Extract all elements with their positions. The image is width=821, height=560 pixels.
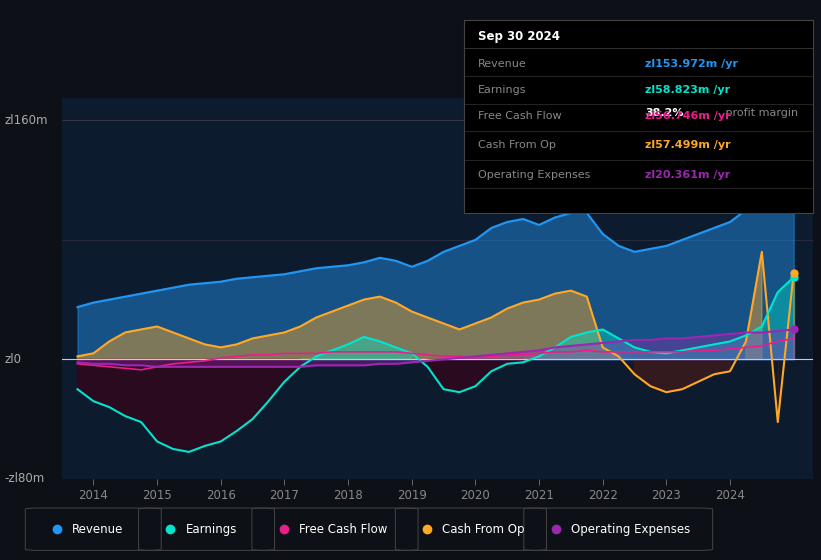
Text: Sep 30 2024: Sep 30 2024 [478, 30, 560, 43]
Text: Free Cash Flow: Free Cash Flow [478, 111, 562, 121]
Text: Cash From Op: Cash From Op [443, 522, 525, 536]
Text: Operating Expenses: Operating Expenses [478, 170, 590, 180]
Text: -zl80m: -zl80m [4, 472, 44, 486]
Text: Operating Expenses: Operating Expenses [571, 522, 690, 536]
Text: zl58.823m /yr: zl58.823m /yr [645, 85, 731, 95]
Text: Earnings: Earnings [478, 85, 526, 95]
Text: Free Cash Flow: Free Cash Flow [299, 522, 387, 536]
Text: 38.2%: 38.2% [645, 108, 684, 118]
Text: profit margin: profit margin [722, 108, 798, 118]
Text: Revenue: Revenue [478, 59, 526, 69]
Text: Earnings: Earnings [186, 522, 236, 536]
Text: Revenue: Revenue [72, 522, 123, 536]
Text: zl56.746m /yr: zl56.746m /yr [645, 111, 731, 121]
Text: zl20.361m /yr: zl20.361m /yr [645, 170, 731, 180]
Text: zl153.972m /yr: zl153.972m /yr [645, 59, 738, 69]
Text: zl160m: zl160m [4, 114, 48, 127]
Text: zl0: zl0 [4, 353, 21, 366]
Text: zl57.499m /yr: zl57.499m /yr [645, 140, 731, 150]
Text: Cash From Op: Cash From Op [478, 140, 556, 150]
